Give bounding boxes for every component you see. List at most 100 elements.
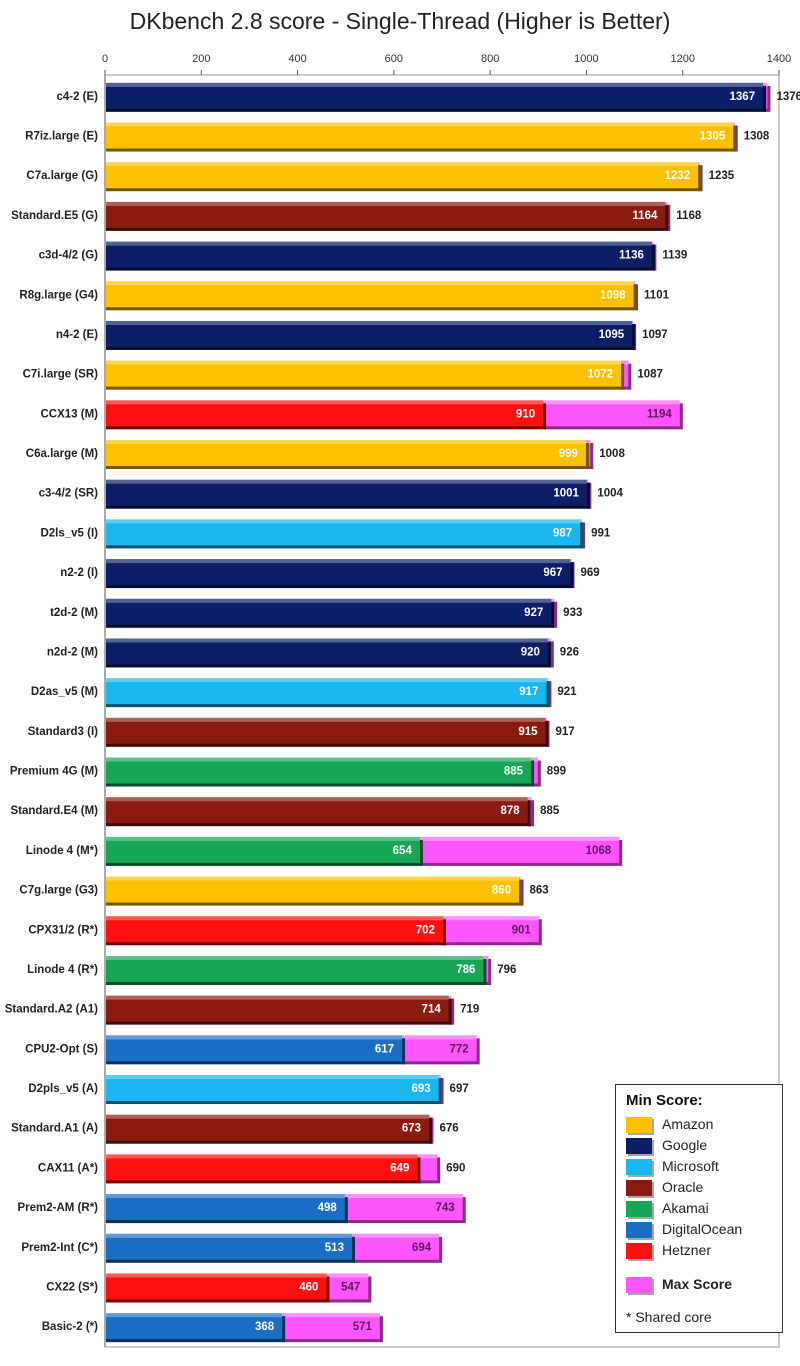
max-value-label: 1097: [642, 329, 668, 341]
min-score-bar: [106, 281, 634, 308]
legend-swatch-akamai: [626, 1201, 652, 1217]
max-bar-highlight: [580, 519, 583, 524]
category-label: C7i.large (SR): [23, 369, 99, 381]
min-bar-highlight: [106, 1194, 345, 1199]
category-label: C7g.large (G3): [19, 885, 98, 897]
max-bar-highlight: [633, 281, 636, 286]
max-bar-highlight: [527, 797, 532, 802]
legend-item-amazon: Amazon: [626, 1115, 776, 1135]
min-value-label: 860: [492, 885, 511, 897]
max-value-label: 697: [450, 1083, 469, 1095]
min-bar-highlight: [106, 1035, 403, 1040]
min-bar-highlight: [106, 1075, 439, 1080]
category-label: Standard.E4 (M): [10, 805, 98, 817]
min-bar-highlight: [106, 162, 699, 167]
min-value-label: 654: [393, 845, 413, 857]
min-score-bar: [106, 1313, 283, 1340]
max-bar-highlight: [585, 440, 591, 445]
min-value-label: 999: [559, 448, 578, 460]
min-value-label: 920: [521, 646, 540, 658]
category-label: n4-2 (E): [56, 329, 98, 341]
min-bar-highlight: [106, 400, 544, 405]
category-label: Standard.A1 (A): [11, 1123, 98, 1135]
max-value-label: 917: [555, 726, 574, 738]
max-value-label: 1235: [709, 170, 735, 182]
max-bar-highlight: [551, 598, 555, 603]
min-value-label: 917: [519, 686, 538, 698]
min-score-bar: [106, 678, 547, 705]
max-value-label: 1101: [644, 289, 670, 301]
x-tick-label: 0: [102, 53, 108, 65]
min-value-label: 878: [501, 805, 521, 817]
max-bar-highlight: [429, 1114, 431, 1119]
min-score-bar: [106, 201, 666, 228]
min-value-label: 967: [543, 567, 562, 579]
min-value-label: 693: [411, 1083, 430, 1095]
category-label: CPX31/2 (R*): [28, 924, 98, 936]
min-bar-highlight: [106, 955, 484, 960]
max-bar-highlight: [402, 1035, 477, 1040]
min-score-bar: [106, 440, 586, 467]
min-value-label: 1136: [619, 250, 644, 262]
category-label: Standard3 (I): [28, 726, 98, 738]
min-value-label: 786: [456, 964, 475, 976]
category-label: Linode 4 (M*): [26, 845, 98, 857]
max-bar-highlight: [733, 122, 735, 127]
min-bar-highlight: [106, 876, 520, 881]
legend-item-max-score: Max Score: [626, 1275, 776, 1295]
legend-swatch-google: [626, 1138, 652, 1154]
max-bar-highlight: [483, 955, 489, 960]
max-bar-highlight: [448, 995, 452, 1000]
max-score-bar: [531, 757, 538, 784]
min-bar-highlight: [106, 559, 571, 564]
max-score-bar: [417, 1154, 438, 1181]
min-score-bar: [106, 519, 581, 546]
legend-item-akamai: Akamai: [626, 1199, 776, 1219]
min-value-label: 910: [516, 408, 535, 420]
min-bar-highlight: [106, 519, 581, 524]
category-label: CCX13 (M): [40, 408, 98, 420]
category-label: Linode 4 (R*): [27, 964, 98, 976]
chart-title: DKbench 2.8 score - Single-Thread (Highe…: [129, 8, 671, 34]
max-value-label: 1194: [647, 408, 673, 420]
min-score-bar: [106, 559, 571, 586]
min-value-label: 1001: [553, 488, 579, 500]
min-value-label: 1072: [587, 369, 613, 381]
category-label: Premium 4G (M): [10, 766, 98, 778]
min-score-bar: [106, 916, 443, 943]
max-bar-highlight: [763, 82, 768, 87]
min-bar-highlight: [106, 1154, 418, 1159]
max-value-label: 1376: [776, 91, 800, 103]
max-value-label: 547: [341, 1281, 360, 1293]
min-score-bar: [106, 638, 548, 665]
legend-title: Min Score:: [626, 1092, 703, 1109]
min-value-label: 649: [390, 1162, 409, 1174]
category-label: c4-2 (E): [56, 91, 98, 103]
min-value-label: 498: [318, 1202, 338, 1214]
min-score-bar: [106, 955, 484, 982]
max-value-label: 743: [436, 1202, 455, 1214]
min-value-label: 368: [255, 1321, 275, 1333]
max-value-label: 1068: [586, 845, 612, 857]
min-value-label: 927: [524, 607, 543, 619]
x-tick-label: 1400: [767, 53, 791, 65]
min-bar-highlight: [106, 717, 546, 722]
x-tick-label: 400: [288, 53, 306, 65]
x-tick-label: 800: [481, 53, 499, 65]
max-bar-highlight: [651, 241, 654, 246]
max-value-label: 1139: [662, 250, 687, 262]
min-bar-highlight: [106, 598, 552, 603]
legend-swatch-oracle: [626, 1180, 652, 1196]
legend-swatch-microsoft: [626, 1159, 652, 1175]
max-score-bar: [344, 1194, 463, 1221]
max-bar-highlight: [531, 757, 538, 762]
max-value-label: 1008: [599, 448, 625, 460]
max-bar-highlight: [282, 1313, 380, 1318]
legend-label-digitalocean: DigitalOcean: [662, 1221, 743, 1237]
max-value-label: 885: [540, 805, 560, 817]
category-label: D2as_v5 (M): [31, 686, 98, 698]
max-bar-highlight: [632, 320, 634, 325]
min-value-label: 885: [504, 766, 524, 778]
category-label: Prem2-AM (R*): [17, 1202, 98, 1214]
